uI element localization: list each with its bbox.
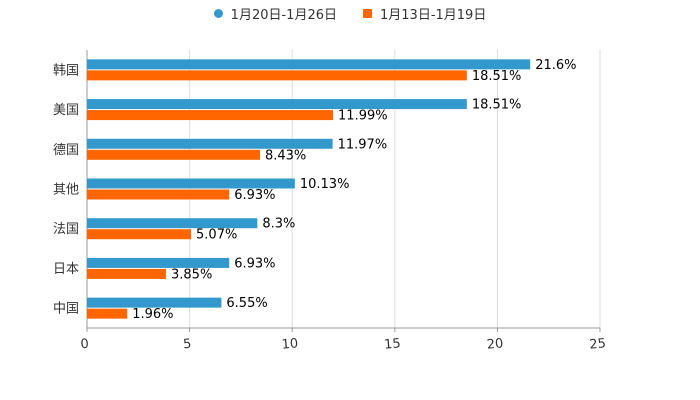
- y-category-label: 德国: [53, 143, 79, 158]
- data-label-series-2: 3.85%: [171, 267, 212, 282]
- bar-series-2: [87, 229, 192, 240]
- y-category-label: 法国: [53, 222, 79, 237]
- data-label-series-1: 6.93%: [234, 256, 275, 271]
- x-tick-label: 20: [486, 336, 504, 352]
- data-label-series-1: 11.97%: [338, 137, 388, 152]
- bar-series-2: [87, 189, 230, 200]
- bar-series-1: [87, 59, 531, 70]
- x-tick-label: 10: [281, 336, 299, 352]
- bar-series-1: [87, 178, 295, 189]
- y-category-label: 日本: [53, 262, 79, 277]
- legend-label-series-2: 1月13日-1月19日: [380, 7, 487, 23]
- bar-series-2: [87, 308, 128, 319]
- y-category-label: 中国: [53, 302, 79, 317]
- data-label-series-1: 18.51%: [472, 98, 522, 113]
- bar-series-2: [87, 268, 167, 279]
- bar-series-1: [87, 297, 222, 308]
- bar-series-1: [87, 218, 258, 229]
- data-label-series-1: 6.55%: [226, 296, 267, 311]
- data-label-series-2: 6.93%: [234, 188, 275, 203]
- data-label-series-2: 18.51%: [472, 69, 522, 84]
- chart-legend: 1月20日-1月26日 1月13日-1月19日: [0, 4, 700, 23]
- data-label-series-2: 1.96%: [132, 307, 173, 322]
- bar-series-1: [87, 257, 230, 268]
- legend-item-series-1[interactable]: 1月20日-1月26日: [213, 4, 337, 23]
- data-label-series-1: 10.13%: [300, 177, 350, 192]
- legend-marker-series-1: [213, 8, 223, 18]
- y-category-label: 美国: [53, 103, 79, 118]
- bar-series-1: [87, 138, 333, 149]
- data-label-series-2: 11.99%: [338, 109, 388, 124]
- x-tick-label: 5: [183, 337, 193, 353]
- bar-series-2: [87, 110, 334, 121]
- legend-item-series-2[interactable]: 1月13日-1月19日: [363, 4, 486, 23]
- data-label-series-1: 8.3%: [262, 217, 295, 232]
- bar-series-1: [87, 99, 467, 110]
- x-tick-label: 0: [80, 337, 90, 353]
- x-tick-label: 15: [384, 336, 402, 352]
- y-category-label: 其他: [53, 183, 79, 198]
- x-tick-label: 25: [589, 336, 607, 352]
- data-label-series-2: 8.43%: [265, 148, 306, 163]
- bar-series-2: [87, 149, 260, 160]
- data-label-series-1: 21.6%: [535, 58, 576, 73]
- legend-label-series-1: 1月20日-1月26日: [230, 7, 337, 23]
- bar-series-2: [87, 70, 467, 81]
- data-label-series-2: 5.07%: [196, 228, 237, 243]
- legend-marker-series-2: [363, 8, 372, 18]
- y-category-label: 韩国: [53, 63, 79, 78]
